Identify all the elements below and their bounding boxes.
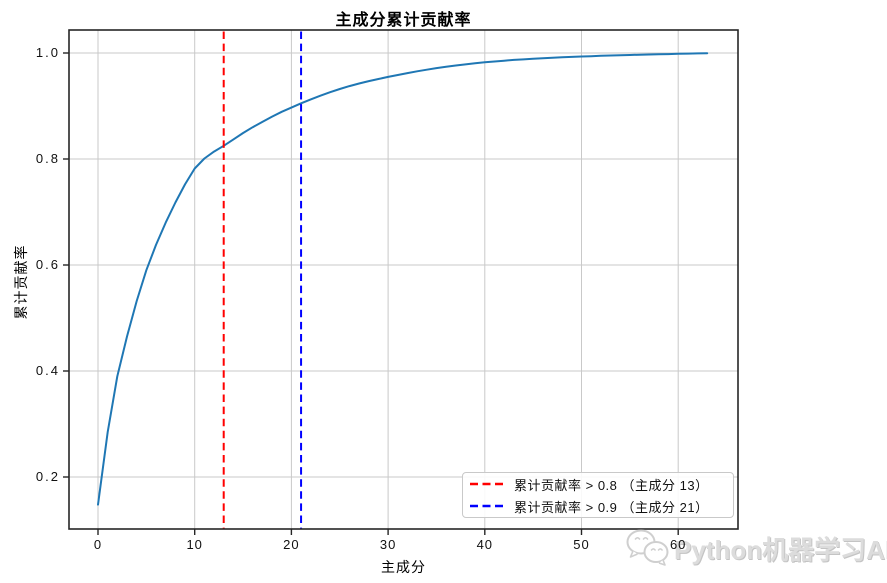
x-tick-label: 10 (186, 537, 203, 552)
wechat-icon (626, 529, 669, 566)
watermark: Python机器学习AI (624, 527, 887, 569)
y-tick-label: 0.6 (35, 257, 60, 272)
y-tick-label: 0.4 (35, 363, 60, 378)
blue-dashed-line-sample-icon (470, 504, 504, 508)
legend: 累计贡献率 > 0.8 （主成分 13） 累计贡献率 > 0.9 （主成分 21… (462, 472, 734, 518)
red-dashed-line-sample-icon (470, 482, 504, 486)
x-tick-label: 30 (379, 537, 397, 552)
cumulative-contribution-curve (97, 52, 709, 506)
y-tick-label: 1.0 (35, 45, 60, 60)
x-tick-label: 50 (573, 537, 590, 552)
watermark-text: Python机器学习AI (674, 534, 887, 565)
y-tick-label: 0.8 (35, 151, 60, 166)
x-tick-label: 20 (283, 537, 300, 552)
legend-entry-threshold-0.9: 累计贡献率 > 0.9 （主成分 21） (469, 497, 727, 515)
x-tick-label: 40 (476, 537, 494, 552)
axes-spines (68, 29, 739, 530)
x-tick-label: 60 (669, 537, 687, 552)
chart-title: 主成分累计贡献率 (335, 12, 472, 29)
legend-label: 累计贡献率 > 0.8 （主成分 13） (514, 477, 709, 493)
y-tick-label: 0.2 (35, 469, 60, 484)
x-tick-label: 0 (93, 537, 103, 552)
x-axis-label: 主成分 (381, 559, 426, 575)
legend-label: 累计贡献率 > 0.9 （主成分 21） (514, 499, 709, 515)
legend-entry-threshold-0.8: 累计贡献率 > 0.8 （主成分 13） (469, 475, 727, 493)
y-axis-label: 累计贡献率 (13, 244, 29, 320)
